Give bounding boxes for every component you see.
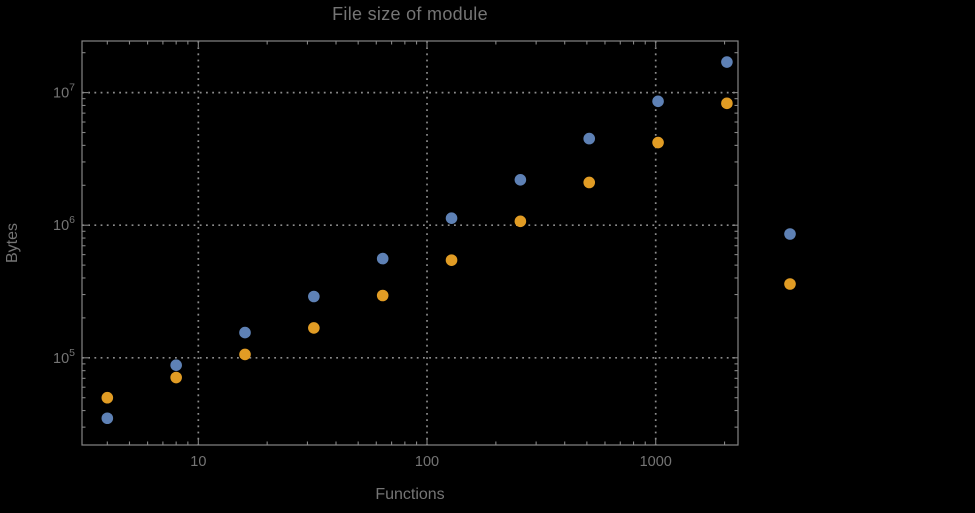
x-tick-labels: 10 100 1000 [190,454,672,470]
tick-marks [82,41,738,445]
data-point [376,289,389,302]
x-tick-label: 1000 [640,454,672,470]
data-point [583,132,596,145]
gridlines [82,41,738,445]
data-point [239,348,251,361]
data-point [101,391,114,404]
data-point [239,326,251,339]
data-point [445,212,458,224]
y-tick-label: 105 [53,347,75,367]
data-point [308,290,320,303]
y-tick-label: 106 [53,214,75,234]
y-axis-label: Bytes [4,222,21,264]
data-point [308,322,320,334]
data-point [721,97,733,110]
x-tick-label: 10 [190,454,206,470]
data-point [170,359,182,371]
plot-frame [81,40,739,446]
data-point [445,254,458,266]
y-tick-label: 107 [53,82,75,102]
x-tick-label: 100 [415,454,439,470]
chart-title: File size of module [332,4,488,24]
data-point [721,56,733,68]
data-point [652,136,664,149]
data-point [583,176,596,189]
data-point [514,215,527,228]
legend-marker [784,228,796,240]
data-point [652,95,664,108]
data-point [514,173,527,186]
series-orange-points [101,97,733,404]
x-axis-label: Functions [375,486,445,503]
data-point [376,252,389,265]
y-tick-labels: 105 106 107 [53,82,75,367]
legend [784,228,796,290]
data-point [101,412,114,425]
data-point [170,371,182,384]
series-blue-points [101,56,733,425]
legend-marker [784,278,796,290]
